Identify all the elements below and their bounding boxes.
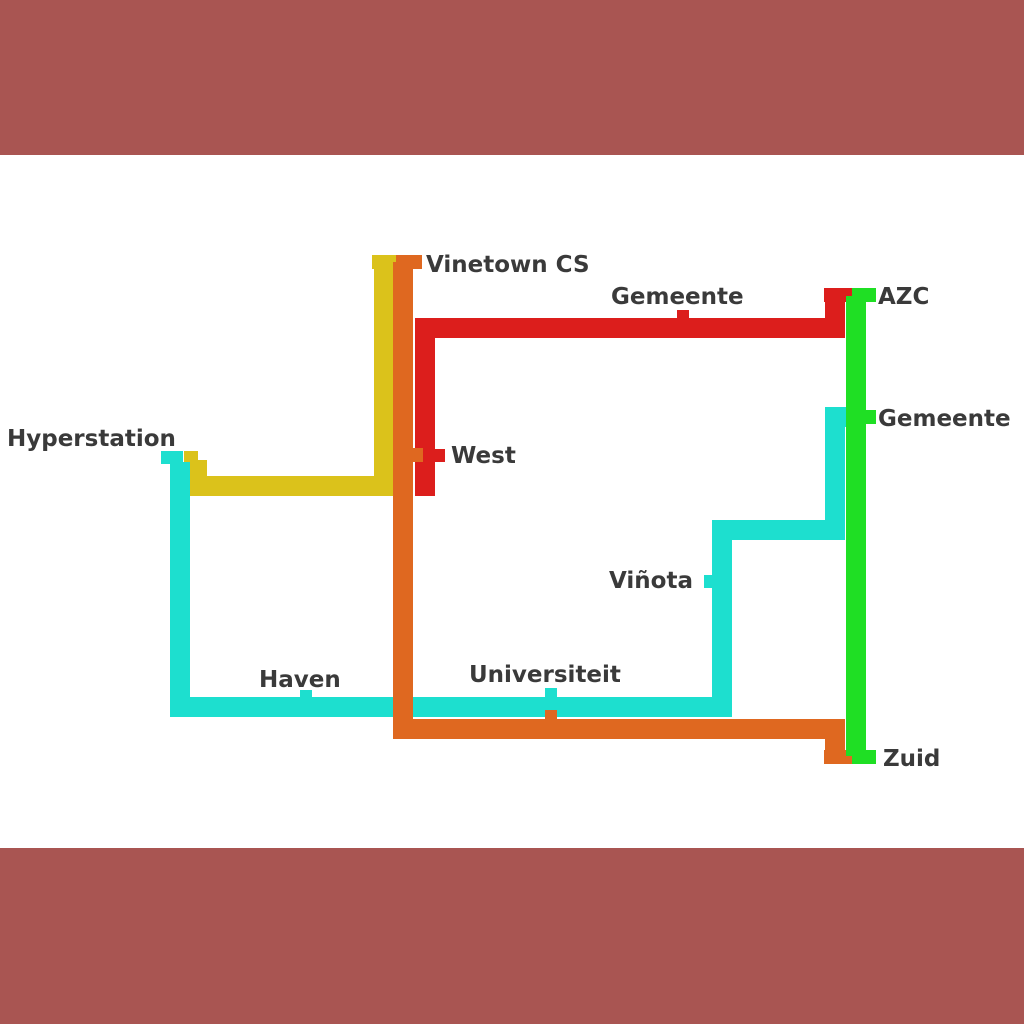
- line-yellow: [184, 255, 396, 496]
- line-yellow-route: [187, 262, 394, 496]
- station-labels: Vinetown CS Gemeente AZC Gemeente Hypers…: [7, 252, 1011, 772]
- line-green-tick-zuid: [852, 750, 876, 764]
- line-green: [846, 288, 876, 764]
- station-label-vinetown-cs: Vinetown CS: [426, 252, 590, 278]
- line-yellow-tick-hyperstation: [184, 451, 198, 465]
- line-cyan-tick-haven: [300, 690, 312, 698]
- station-label-vinota: Viñota: [609, 568, 693, 594]
- station-label-zuid: Zuid: [883, 746, 940, 772]
- station-label-azc: AZC: [878, 284, 929, 310]
- station-label-gemeente-red: Gemeente: [611, 284, 744, 310]
- line-orange-tick-vinetown: [396, 255, 422, 269]
- bottom-frame-band: [0, 848, 1024, 1024]
- line-red-tick-gemeente: [677, 310, 689, 320]
- station-label-universiteit: Universiteit: [469, 662, 621, 688]
- line-yellow-tick-vinetown: [372, 255, 396, 269]
- line-orange-tick-universiteit: [545, 710, 557, 720]
- line-cyan: [161, 407, 848, 717]
- line-cyan-tick-vinota: [704, 575, 714, 588]
- line-cyan-route: [170, 407, 848, 717]
- line-cyan-tick-hyperstation: [161, 451, 183, 464]
- line-red-tick-west: [433, 449, 445, 462]
- line-cyan-tick-universiteit: [545, 688, 557, 698]
- line-red-route: [415, 295, 845, 496]
- line-green-tick-gemeente: [852, 410, 876, 424]
- station-label-west: West: [451, 443, 516, 469]
- line-green-tick-azc: [852, 288, 876, 302]
- station-label-hyperstation: Hyperstation: [7, 426, 176, 452]
- station-label-gemeente-green: Gemeente: [878, 406, 1011, 432]
- line-orange-route: [393, 262, 845, 757]
- line-orange-tick-west: [396, 448, 423, 462]
- top-frame-band: [0, 0, 1024, 155]
- station-label-haven: Haven: [259, 667, 341, 693]
